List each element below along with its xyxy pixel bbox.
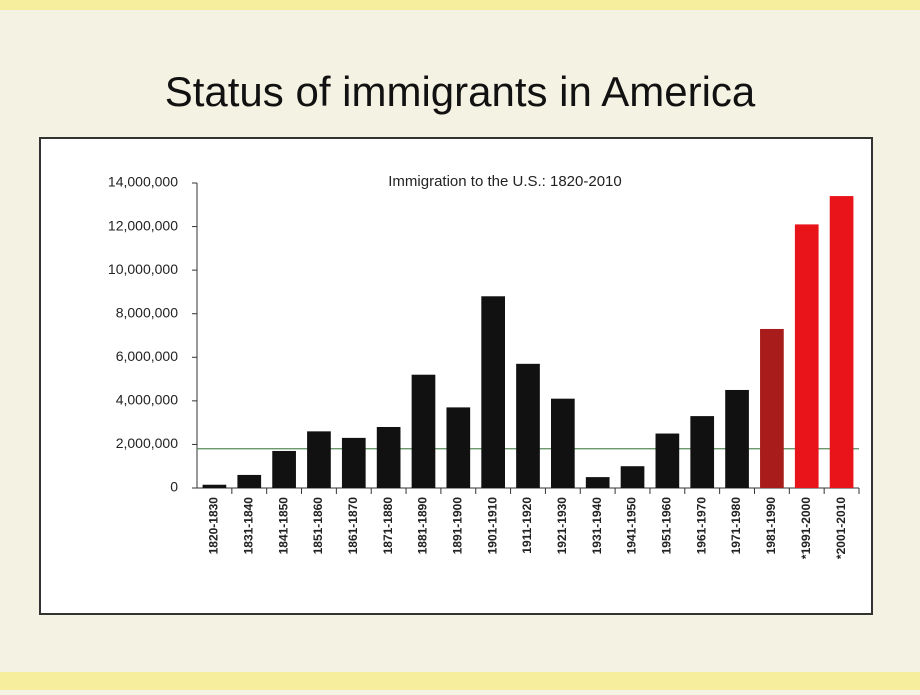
x-tick-label: 1891-1900 [450, 497, 464, 555]
slide-title: Status of immigrants in America [165, 68, 756, 115]
x-tick-label: 1981-1990 [764, 497, 778, 555]
x-tick-label: 1831-1840 [241, 497, 255, 555]
y-tick-label: 4,000,000 [116, 392, 178, 408]
x-tick-label: 1861-1870 [346, 497, 360, 555]
x-tick-label: 1951-1960 [660, 497, 674, 555]
bar [272, 450, 296, 488]
x-tick-label: 1901-1910 [485, 497, 499, 555]
bar [237, 474, 262, 488]
chart-title: Immigration to the U.S.: 1820-2010 [388, 173, 621, 190]
y-tick-label: 2,000,000 [116, 435, 178, 451]
y-tick-label: 10,000,000 [108, 261, 178, 277]
bar [202, 484, 227, 488]
bar [307, 431, 331, 488]
bar [585, 477, 610, 488]
x-tick-label: 1961-1970 [694, 497, 708, 555]
bar [341, 437, 366, 488]
x-tick-label: *2001-2010 [834, 497, 848, 559]
y-tick-label: 12,000,000 [108, 217, 178, 233]
x-tick-label: 1941-1950 [625, 497, 639, 555]
bar [446, 407, 471, 488]
bottom-band [0, 672, 920, 690]
bar [481, 296, 506, 488]
bar [829, 196, 854, 489]
y-tick-label: 14,000,000 [108, 174, 178, 190]
y-tick-label: 8,000,000 [116, 304, 178, 320]
bar [690, 416, 715, 488]
x-tick-label: 1871-1880 [381, 497, 395, 555]
bar [516, 363, 540, 488]
bar [376, 427, 401, 488]
y-tick-label: 0 [170, 479, 178, 495]
x-tick-label: 1931-1940 [590, 497, 604, 555]
x-tick-label: 1820-1830 [207, 497, 221, 555]
bar [620, 466, 645, 488]
x-tick-label: 1921-1930 [555, 497, 569, 555]
y-tick-label: 6,000,000 [116, 348, 178, 364]
top-band [0, 0, 920, 10]
x-tick-label: 1881-1890 [416, 497, 430, 555]
bar [794, 224, 819, 488]
chart-frame [39, 137, 873, 615]
bar [760, 328, 784, 488]
x-tick-label: *1991-2000 [799, 497, 813, 559]
bar [411, 374, 436, 488]
x-tick-label: 1971-1980 [729, 497, 743, 555]
x-tick-label: 1851-1860 [311, 497, 325, 555]
bar [550, 398, 575, 488]
x-tick-label: 1841-1850 [276, 497, 290, 555]
bar [655, 433, 680, 488]
x-tick-label: 1911-1920 [520, 497, 534, 554]
bar [725, 389, 749, 488]
